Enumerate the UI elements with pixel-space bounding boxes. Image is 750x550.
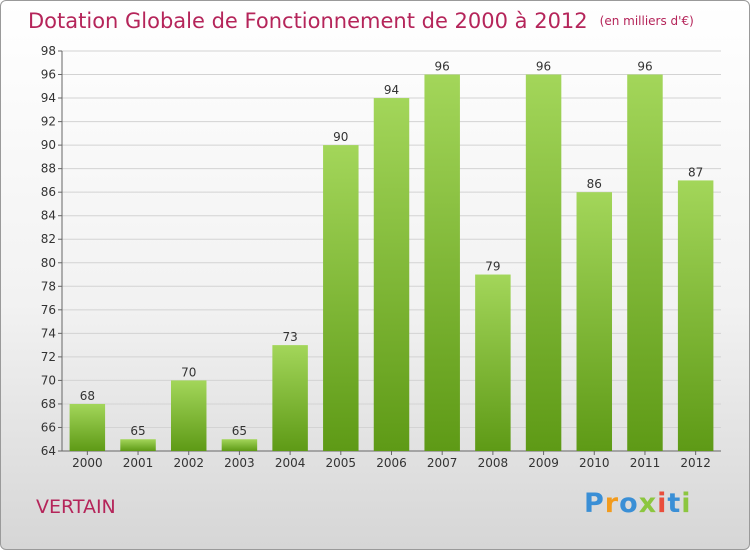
- data-label: 87: [688, 165, 703, 179]
- bar-2007: [424, 74, 460, 451]
- data-label: 94: [384, 83, 399, 97]
- data-label: 70: [181, 365, 196, 379]
- x-tick-label: 2000: [72, 456, 103, 470]
- chart-unit: (en milliers d'€): [599, 14, 694, 28]
- x-tick-label: 2007: [427, 456, 458, 470]
- data-label: 96: [637, 60, 652, 74]
- y-tick-label: 82: [41, 232, 56, 246]
- data-label: 65: [232, 424, 247, 438]
- x-tick-label: 2011: [630, 456, 661, 470]
- x-tick-label: 2008: [478, 456, 509, 470]
- data-label: 96: [435, 60, 450, 74]
- bar-2008: [475, 274, 511, 451]
- logo-letter: P: [584, 488, 605, 519]
- y-tick-label: 94: [41, 91, 56, 105]
- data-label: 79: [485, 260, 500, 274]
- x-tick-label: 2003: [224, 456, 255, 470]
- data-labels: 68 65 70 65 73 90 94 96 79 96 86 96 87: [80, 60, 704, 439]
- y-tick-label: 92: [41, 115, 56, 129]
- x-tick-label: 2010: [579, 456, 610, 470]
- data-label: 68: [80, 389, 95, 403]
- bar-2011: [627, 74, 663, 451]
- logo-letter: t: [667, 488, 682, 519]
- logo-letter: i: [681, 488, 692, 519]
- bar-2000: [69, 403, 106, 451]
- data-label: 65: [130, 424, 145, 438]
- chart-title: Dotation Globale de Fonctionnement de 20…: [28, 9, 694, 33]
- bars: [69, 74, 714, 452]
- y-tick-label: 74: [41, 326, 56, 340]
- x-tick-label: 2006: [376, 456, 407, 470]
- x-tick-label: 2001: [123, 456, 154, 470]
- y-tick-label: 86: [41, 185, 56, 199]
- logo-letter: r: [604, 488, 620, 519]
- bar-2009: [525, 74, 562, 451]
- proxiti-logo: Proxiti: [584, 488, 692, 519]
- x-tick-label: 2002: [173, 456, 204, 470]
- y-tick-label: 64: [41, 444, 56, 458]
- bar-2010: [576, 192, 613, 452]
- y-tick-label: 90: [41, 138, 56, 152]
- chart-title-text: Dotation Globale de Fonctionnement de 20…: [28, 9, 588, 33]
- bar-2012: [677, 180, 714, 452]
- y-tick-label: 88: [41, 162, 56, 176]
- logo-letter: x: [638, 488, 658, 519]
- x-tick-label: 2012: [680, 456, 711, 470]
- y-tick-label: 68: [41, 397, 56, 411]
- x-tick-label: 2004: [275, 456, 306, 470]
- bar-2005: [323, 145, 359, 451]
- y-tick-label: 96: [41, 68, 56, 82]
- y-tick-label: 84: [41, 209, 56, 223]
- y-tick-label: 80: [41, 256, 56, 270]
- logo-letter: o: [619, 488, 639, 519]
- x-tick-label: 2009: [528, 456, 559, 470]
- y-tick-label: 66: [41, 420, 56, 434]
- y-tick-label: 76: [41, 303, 56, 317]
- data-label: 86: [587, 177, 602, 191]
- y-tick-label: 78: [41, 279, 56, 293]
- bar-2006: [373, 98, 410, 451]
- y-tick-label: 98: [41, 44, 56, 58]
- bar-2004: [272, 345, 308, 451]
- data-label: 90: [333, 130, 348, 144]
- bar-2001: [120, 439, 156, 451]
- place-name: VERTAIN: [36, 496, 116, 518]
- logo-letter: i: [657, 488, 668, 519]
- x-tick-label: 2005: [326, 456, 357, 470]
- data-label: 96: [536, 60, 551, 74]
- y-tick-label: 72: [41, 350, 56, 364]
- bar-2003: [221, 439, 258, 451]
- y-tick-label: 70: [41, 373, 56, 387]
- bar-2002: [170, 380, 207, 451]
- data-label: 73: [282, 330, 297, 344]
